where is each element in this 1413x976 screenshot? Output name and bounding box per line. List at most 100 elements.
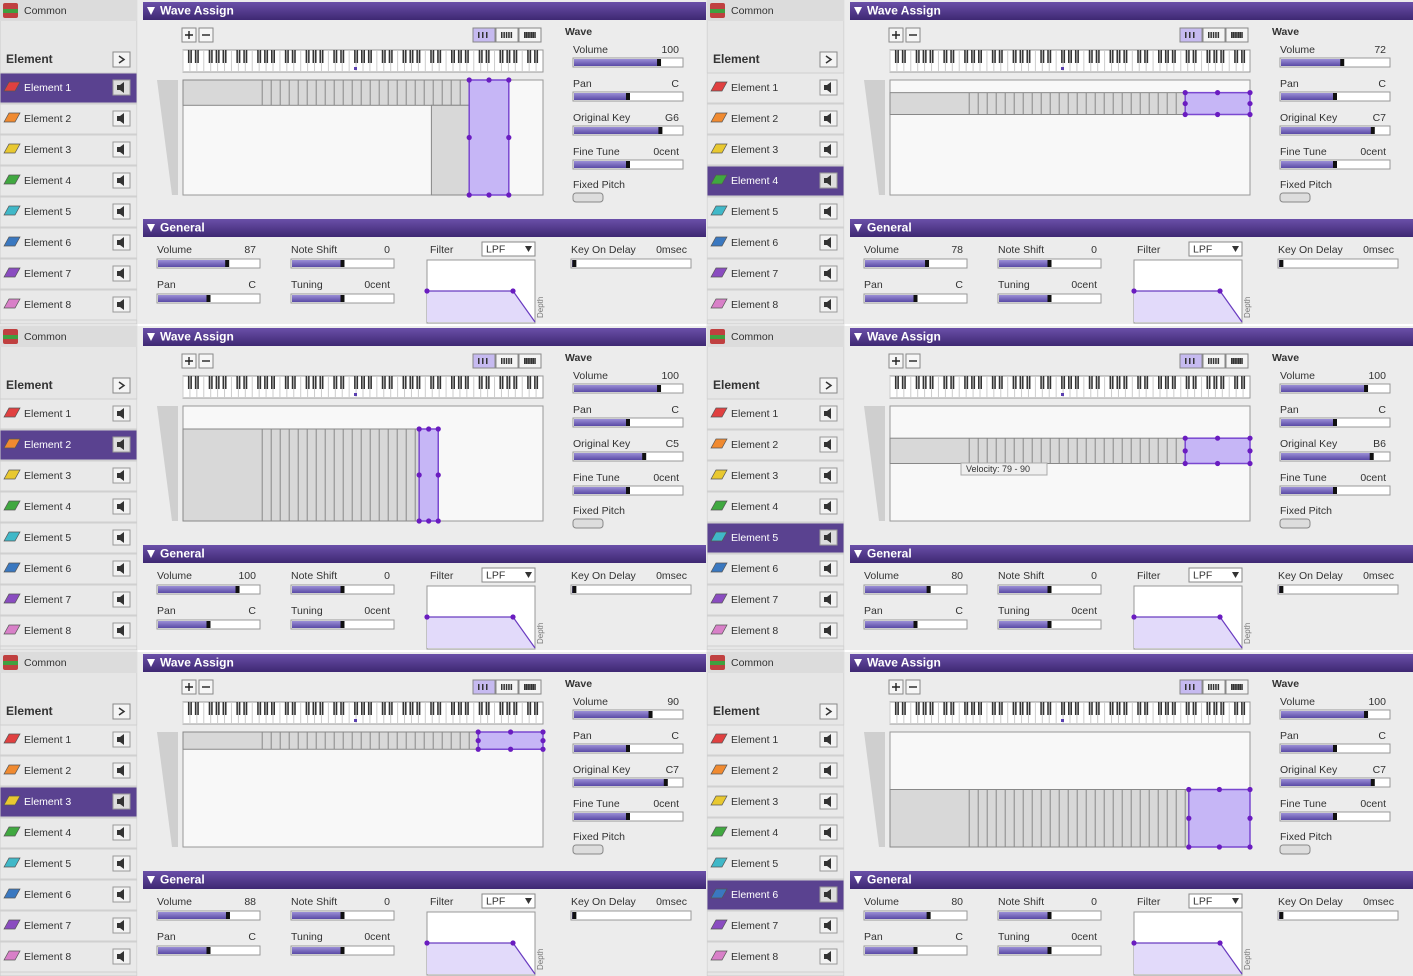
- fixed-pitch-toggle[interactable]: [572, 518, 604, 529]
- element-label[interactable]: Element 6: [731, 889, 778, 901]
- selected-zone[interactable]: [468, 79, 510, 196]
- zone-handle[interactable]: [486, 77, 492, 83]
- filter-dropdown[interactable]: [481, 567, 536, 583]
- zone-handle[interactable]: [540, 738, 546, 744]
- zone-handle[interactable]: [1247, 786, 1253, 793]
- section-header[interactable]: [850, 654, 1413, 672]
- zone-handle[interactable]: [466, 192, 472, 198]
- fixed-pitch-toggle[interactable]: [1279, 518, 1311, 529]
- zone-handle[interactable]: [416, 472, 422, 478]
- element-label[interactable]: Element 1: [24, 82, 71, 94]
- filter-handle[interactable]: [424, 614, 430, 620]
- element-label[interactable]: Element 7: [24, 920, 71, 932]
- element-label[interactable]: Element 7: [731, 268, 778, 280]
- zone-handle[interactable]: [1186, 844, 1192, 850]
- element-label[interactable]: Element 1: [24, 408, 71, 420]
- element-label[interactable]: Element 6: [731, 237, 778, 249]
- element-label[interactable]: Element 6: [24, 889, 71, 901]
- filter-dropdown[interactable]: [481, 893, 536, 909]
- expand-button[interactable]: [112, 377, 131, 394]
- filter-handle[interactable]: [424, 940, 430, 946]
- element-label[interactable]: Element 8: [731, 951, 778, 963]
- zone-handle[interactable]: [1182, 100, 1188, 107]
- zone-handle[interactable]: [1182, 460, 1188, 467]
- param-slider-track[interactable]: [1277, 584, 1399, 595]
- zone-handle[interactable]: [1215, 460, 1221, 467]
- filter-handle[interactable]: [1131, 288, 1137, 294]
- element-label[interactable]: Element 5: [731, 858, 778, 870]
- common-row[interactable]: [0, 326, 137, 347]
- element-label[interactable]: Element 4: [24, 501, 71, 513]
- element-label[interactable]: Element 6: [731, 563, 778, 575]
- filter-handle[interactable]: [1131, 614, 1137, 620]
- element-label[interactable]: Element 5: [24, 206, 71, 218]
- element-label[interactable]: Element 2: [731, 113, 778, 125]
- section-header[interactable]: [850, 219, 1413, 237]
- expand-button[interactable]: [112, 703, 131, 720]
- element-label[interactable]: Element 7: [24, 268, 71, 280]
- zone-handle[interactable]: [1247, 100, 1253, 107]
- selected-zone[interactable]: [418, 428, 439, 522]
- view-button[interactable]: [472, 27, 496, 43]
- element-label[interactable]: Element 4: [731, 175, 778, 187]
- zone-handle[interactable]: [435, 518, 441, 524]
- section-header[interactable]: [143, 328, 706, 346]
- element-label[interactable]: Element 3: [24, 144, 71, 156]
- section-header[interactable]: [143, 219, 706, 237]
- zone-handle[interactable]: [506, 134, 512, 141]
- zone-handle[interactable]: [475, 738, 481, 744]
- zone-handle[interactable]: [435, 426, 441, 432]
- zone-handle[interactable]: [1182, 435, 1188, 441]
- filter-dropdown[interactable]: [1188, 893, 1243, 909]
- zone-handle[interactable]: [506, 192, 512, 198]
- zone-handle[interactable]: [1247, 111, 1253, 118]
- element-label[interactable]: Element 6: [24, 563, 71, 575]
- zone-handle[interactable]: [1247, 460, 1253, 467]
- filter-dropdown[interactable]: [481, 241, 536, 257]
- zone-handle[interactable]: [1247, 448, 1253, 454]
- zone-handle[interactable]: [1215, 90, 1221, 96]
- zone-handle[interactable]: [1182, 448, 1188, 454]
- zone-handle[interactable]: [466, 77, 472, 83]
- filter-handle[interactable]: [424, 288, 430, 294]
- zone-handle[interactable]: [1182, 90, 1188, 96]
- element-label[interactable]: Element 8: [731, 299, 778, 311]
- view-button[interactable]: [472, 353, 496, 369]
- view-button[interactable]: [1179, 27, 1203, 43]
- element-label[interactable]: Element 4: [24, 827, 71, 839]
- zone-handle[interactable]: [1215, 111, 1221, 118]
- view-button[interactable]: [472, 679, 496, 695]
- zone-handle[interactable]: [540, 746, 546, 752]
- element-label[interactable]: Element 1: [731, 82, 778, 94]
- element-label[interactable]: Element 2: [731, 439, 778, 451]
- element-label[interactable]: Element 5: [24, 532, 71, 544]
- zone-handle[interactable]: [1186, 786, 1192, 793]
- zone-handle[interactable]: [486, 192, 492, 198]
- element-label[interactable]: Element 1: [731, 408, 778, 420]
- zone-handle[interactable]: [416, 518, 422, 524]
- common-row[interactable]: [707, 652, 844, 673]
- zone-handle[interactable]: [416, 426, 422, 432]
- section-header[interactable]: [850, 545, 1413, 563]
- param-slider-track[interactable]: [570, 584, 692, 595]
- section-header[interactable]: [143, 871, 706, 889]
- selected-zone[interactable]: [1188, 788, 1251, 848]
- expand-button[interactable]: [819, 51, 838, 68]
- section-header[interactable]: [143, 545, 706, 563]
- zone-handle[interactable]: [540, 729, 546, 735]
- element-label[interactable]: Element 7: [731, 594, 778, 606]
- element-label[interactable]: Element 8: [24, 951, 71, 963]
- element-label[interactable]: Element 6: [24, 237, 71, 249]
- filter-dropdown[interactable]: [1188, 241, 1243, 257]
- expand-button[interactable]: [819, 703, 838, 720]
- zone-handle[interactable]: [508, 729, 514, 735]
- filter-handle[interactable]: [1217, 288, 1223, 294]
- filter-handle[interactable]: [1131, 940, 1137, 946]
- element-label[interactable]: Element 3: [24, 470, 71, 482]
- selected-zone[interactable]: [1184, 437, 1251, 465]
- filter-handle[interactable]: [510, 288, 516, 294]
- selected-zone[interactable]: [1184, 91, 1251, 116]
- param-slider-track[interactable]: [570, 258, 692, 269]
- element-label[interactable]: Element 3: [731, 144, 778, 156]
- expand-button[interactable]: [819, 377, 838, 394]
